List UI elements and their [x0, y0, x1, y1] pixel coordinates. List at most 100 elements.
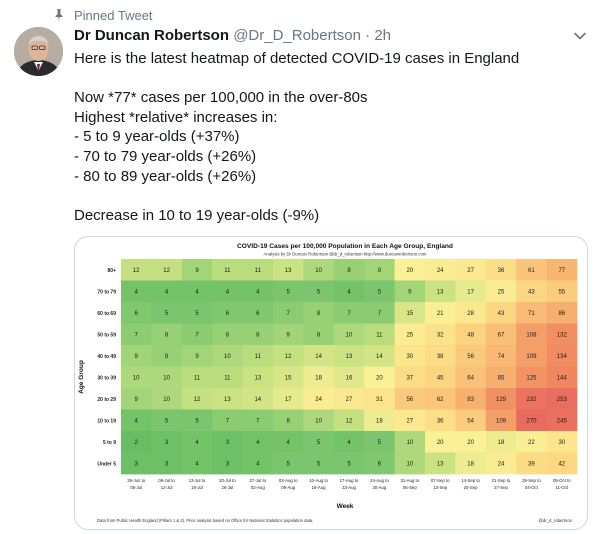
cell-value: 15 — [285, 375, 292, 381]
cell-value: 74 — [498, 354, 505, 360]
heatmap-cell — [333, 388, 365, 410]
cell-value: 9 — [408, 289, 412, 295]
cell-value: 9 — [287, 332, 291, 338]
heatmap-cell — [364, 345, 395, 367]
heatmap-cell — [303, 431, 335, 453]
cell-value: 62 — [437, 397, 444, 403]
cell-value: 13 — [224, 397, 231, 403]
heatmap-cell — [364, 280, 395, 303]
cell-value: 4 — [347, 440, 351, 446]
heatmap-cell — [121, 280, 152, 303]
cell-value: 18 — [467, 461, 474, 467]
author-handle[interactable]: @Dr_D_Robertson — [233, 27, 361, 44]
cell-value: 21 — [437, 311, 444, 317]
cell-value: 4 — [135, 289, 139, 295]
heatmap-cell — [364, 259, 395, 281]
cell-value: 129 — [496, 397, 507, 403]
heatmap-cell — [242, 366, 274, 389]
cell-value: 10 — [315, 418, 322, 424]
heatmap-cell — [516, 323, 547, 346]
heatmap-cell — [425, 259, 456, 281]
cell-value: 6 — [135, 311, 139, 317]
heatmap-cell — [273, 259, 304, 281]
heatmap-cell — [364, 409, 395, 432]
cell-value: 7 — [226, 418, 230, 424]
heatmap-cell — [303, 409, 335, 432]
heatmap-cell — [455, 323, 487, 346]
heatmap-cell — [212, 409, 243, 432]
cell-value: 11 — [224, 375, 231, 381]
cell-value: 7 — [256, 418, 260, 424]
tweet-line: Now *77* cases per 100,000 in the over-8… — [74, 89, 368, 107]
heatmap-cell — [394, 280, 426, 303]
tweet-timestamp[interactable]: 2h — [374, 27, 391, 44]
cell-value: 18 — [498, 440, 505, 446]
cell-value: 43 — [528, 289, 535, 295]
row-label: 60 to 69 — [97, 311, 116, 317]
heatmap-cell — [212, 452, 243, 475]
heatmap-cell — [212, 302, 243, 324]
heatmap-cell — [546, 409, 578, 432]
avatar-image — [14, 27, 63, 76]
cell-value: 45 — [437, 375, 444, 381]
cell-value: 20 — [406, 268, 413, 274]
heatmap-cell — [242, 388, 274, 410]
row-label: 50 to 59 — [97, 332, 116, 338]
cell-value: 14 — [315, 354, 322, 360]
avatar[interactable] — [14, 27, 63, 76]
heatmap-cell — [364, 388, 395, 410]
heatmap-cell — [333, 431, 365, 453]
heatmap-cell — [333, 259, 365, 281]
heatmap-cell — [394, 388, 426, 410]
heatmap-cell — [212, 388, 243, 410]
y-axis-label: Age Group — [78, 360, 85, 394]
cell-value: 18 — [315, 375, 322, 381]
pin-icon — [55, 9, 63, 22]
heatmap-cell — [516, 431, 547, 453]
heatmap-cell — [546, 388, 578, 410]
chevron-down-icon[interactable] — [572, 28, 588, 44]
author-name[interactable]: Dr Duncan Robertson — [74, 27, 230, 44]
cell-value: 30 — [558, 440, 565, 446]
cell-value: 8 — [317, 311, 321, 317]
cell-value: 24 — [315, 397, 322, 403]
heatmap-cell — [394, 302, 426, 324]
heatmap-cell — [333, 452, 365, 475]
cell-value: 27 — [467, 268, 474, 274]
cell-value: 5 — [317, 461, 321, 467]
cell-value: 10 — [315, 268, 322, 274]
cell-value: 125 — [526, 375, 537, 381]
heatmap-cell — [455, 452, 487, 475]
heatmap-cell — [516, 452, 547, 475]
week-label-end: 20-Sep — [464, 485, 478, 490]
cell-value: 13 — [346, 354, 353, 360]
week-label-end: 27-Sep — [494, 485, 508, 490]
heatmap-cell — [485, 431, 517, 453]
cell-value: 83 — [467, 397, 474, 403]
week-label-start: 10-Aug to — [309, 478, 328, 483]
heatmap-cell — [303, 259, 335, 281]
heatmap-chart: COVID-19 Cases per 100,000 Population in… — [78, 243, 578, 523]
heatmap-cell — [516, 302, 547, 324]
week-label-start: 20-Jul to — [219, 478, 236, 483]
heatmap-cell — [121, 345, 152, 367]
tweet-header: Dr Duncan Robertson @Dr_D_Robertson · 2h — [74, 27, 391, 44]
cell-value: 4 — [195, 289, 199, 295]
heatmap-cell — [333, 323, 365, 346]
cell-value: 4 — [347, 289, 351, 295]
cell-value: 13 — [254, 375, 261, 381]
heatmap-cell — [516, 345, 547, 367]
heatmap-cell — [485, 388, 517, 410]
heatmap-cell — [121, 366, 152, 389]
heatmap-cell — [425, 302, 456, 324]
cell-value: 4 — [135, 418, 139, 424]
heatmap-cell — [121, 452, 152, 475]
tweet-line — [74, 69, 574, 89]
heatmap-cell — [364, 323, 395, 346]
tweet-media-heatmap[interactable]: COVID-19 Cases per 100,000 Population in… — [74, 236, 588, 530]
heatmap-cell — [121, 388, 152, 410]
cell-value: 9 — [378, 268, 382, 274]
heatmap-cell — [425, 345, 456, 367]
cell-value: 5 — [165, 311, 169, 317]
cell-value: 6 — [256, 311, 260, 317]
